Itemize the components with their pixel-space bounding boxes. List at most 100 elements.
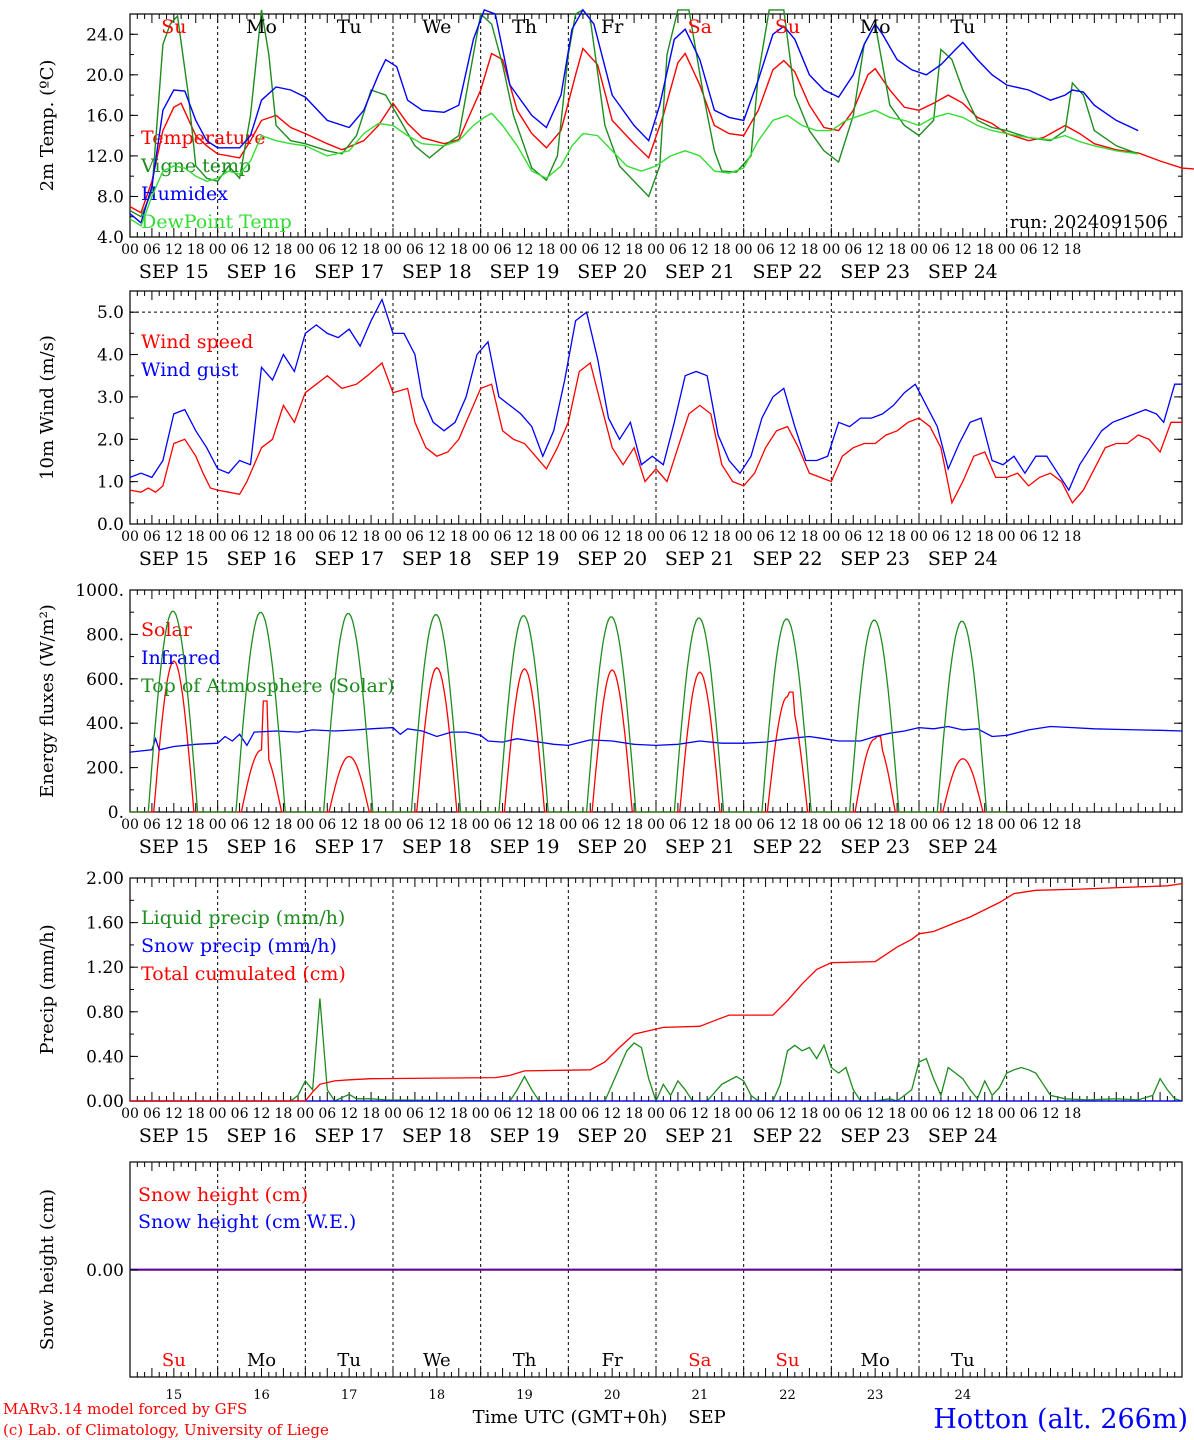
legend-entry: Total cumulated (cm)	[141, 963, 346, 985]
y-tick-label: 0.40	[86, 1047, 124, 1067]
x-hour-label: 18	[275, 817, 293, 833]
precip-panel: 0.00 0.40 0.80 1.20 1.60 2.00 Precip (mm/h) Liq…	[37, 869, 1183, 1147]
x-day-label: SEP 23	[840, 548, 910, 570]
x-day-label: SEP 22	[753, 836, 823, 858]
x-hour-label: 06	[318, 817, 336, 833]
series-line-total-cumulated-cm-	[130, 882, 1183, 1102]
x-hour-label: 00	[735, 242, 753, 258]
weekday-label: Sa	[688, 1350, 711, 1371]
legend-entry: Temperature	[141, 127, 265, 149]
x-hour-label: 12	[779, 817, 797, 833]
x-hour-label: 06	[932, 242, 950, 258]
y-tick-label: 0.00	[86, 1261, 124, 1281]
x-hour-label: 00	[121, 817, 139, 833]
x-hour-label: 00	[472, 1106, 490, 1122]
x-day-label: SEP 17	[314, 1125, 384, 1147]
x-day-label: SEP 18	[402, 1125, 472, 1147]
x-hour-label: 12	[165, 242, 183, 258]
x-hour-label: 12	[340, 1106, 358, 1122]
y-tick-label: 0.80	[86, 1003, 124, 1023]
x-hour-label: 18	[625, 529, 643, 545]
x-hour-label: 00	[998, 1106, 1016, 1122]
x-hour-label: 00	[121, 1106, 139, 1122]
weekday-label: Fr	[602, 1350, 623, 1371]
x-hour-label: 18	[888, 242, 906, 258]
x-axis-title: Time UTC (GMT+0h)	[473, 1407, 668, 1428]
day-number-label: 20	[604, 1388, 621, 1403]
x-hour-label: 18	[1064, 242, 1082, 258]
x-hour-label: 00	[735, 817, 753, 833]
x-day-label: SEP 23	[840, 836, 910, 858]
series-line-humidex	[129, 8, 1139, 225]
y-tick-label: 16.0	[86, 106, 124, 126]
credit-line-1: MARv3.14 model forced by GFS	[3, 1400, 247, 1418]
x-hour-label: 18	[1064, 529, 1082, 545]
x-hour-label: 12	[603, 1106, 621, 1122]
x-hour-label: 06	[844, 242, 862, 258]
legend-entry: Infrared	[141, 647, 221, 669]
x-hour-label: 18	[538, 817, 556, 833]
x-hour-label: 18	[888, 529, 906, 545]
x-day-label: SEP 22	[753, 1125, 823, 1147]
x-hour-label: 06	[844, 529, 862, 545]
x-hour-label: 12	[165, 529, 183, 545]
x-hour-label: 18	[450, 817, 468, 833]
x-hour-label: 06	[143, 242, 161, 258]
x-hour-label: 06	[231, 529, 249, 545]
x-hour-label: 06	[318, 529, 336, 545]
day-number-label: 19	[516, 1388, 533, 1403]
x-day-label: SEP 23	[840, 1125, 910, 1147]
x-hour-label: 18	[538, 242, 556, 258]
weekday-label: Mo	[247, 1350, 276, 1371]
x-hour-label: 12	[1042, 817, 1060, 833]
x-hour-label: 00	[296, 529, 314, 545]
x-hour-label: 00	[822, 242, 840, 258]
day-number-label: 17	[341, 1388, 358, 1403]
x-hour-label: 12	[516, 242, 534, 258]
x-hour-label: 18	[187, 242, 205, 258]
x-day-label: SEP 19	[490, 1125, 560, 1147]
x-day-label: SEP 18	[402, 261, 472, 283]
x-hour-label: 00	[822, 529, 840, 545]
weekday-label: We	[422, 16, 451, 38]
x-hour-label: 18	[625, 817, 643, 833]
x-hour-label: 12	[165, 817, 183, 833]
x-hour-label: 18	[801, 817, 819, 833]
x-hour-label: 00	[472, 242, 490, 258]
x-hour-label: 06	[143, 529, 161, 545]
run-label: run: 2024091506	[1010, 212, 1168, 233]
x-hour-label: 00	[910, 242, 928, 258]
x-hour-label: 00	[998, 242, 1016, 258]
y-axis-title: 10m Wind (m/s)	[37, 335, 58, 480]
x-hour-label: 12	[428, 817, 446, 833]
x-hour-label: 06	[494, 1106, 512, 1122]
x-hour-label: 06	[406, 529, 424, 545]
x-hour-label: 06	[757, 529, 775, 545]
day-number-label: 24	[955, 1388, 972, 1403]
y-tick-label: 200.	[86, 759, 124, 779]
y-tick-label: 4.0	[97, 228, 124, 248]
x-hour-label: 18	[625, 242, 643, 258]
series-line-top-of-atmosphere-solar-	[130, 610, 1007, 813]
x-hour-label: 00	[559, 529, 577, 545]
x-day-label: SEP 17	[314, 836, 384, 858]
x-day-label: SEP 24	[928, 261, 998, 283]
x-hour-label: 12	[253, 1106, 271, 1122]
x-hour-label: 18	[187, 1106, 205, 1122]
x-hour-label: 06	[231, 817, 249, 833]
x-day-label: SEP 18	[402, 836, 472, 858]
x-hour-label: 18	[187, 529, 205, 545]
weekday-label: Su	[162, 1350, 186, 1371]
y-tick-label: 4.0	[97, 346, 124, 366]
y-tick-label: 8.0	[97, 187, 124, 207]
weekday-label: Mo	[861, 1350, 890, 1371]
legend-entry: Vigne temp	[140, 155, 251, 177]
legend-entry: Wind gust	[141, 359, 239, 381]
credit-line-2: (c) Lab. of Climatology, University of L…	[3, 1421, 329, 1439]
x-hour-label: 06	[1020, 817, 1038, 833]
x-hour-label: 12	[1042, 242, 1060, 258]
x-hour-label: 00	[209, 242, 227, 258]
x-hour-label: 00	[998, 817, 1016, 833]
x-day-label: SEP 20	[577, 1125, 647, 1147]
